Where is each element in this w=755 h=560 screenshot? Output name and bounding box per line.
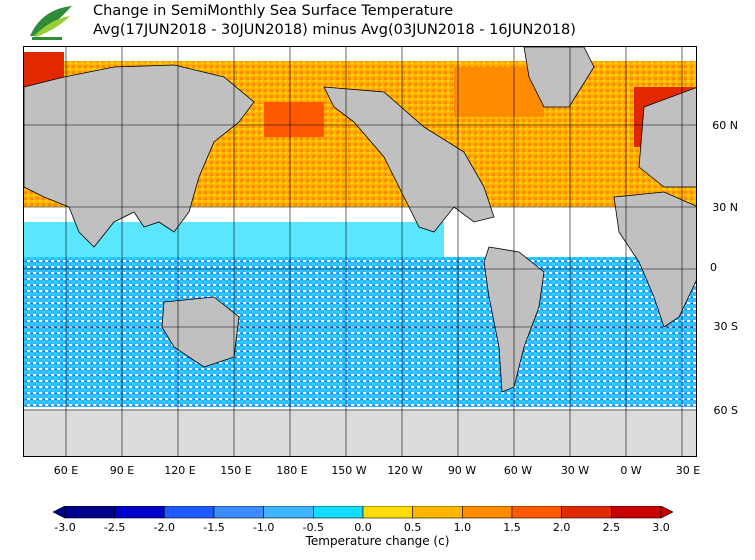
colorbar-cell xyxy=(164,506,215,519)
page-subtitle: Avg(17JUN2018 - 30JUN2018) minus Avg(03J… xyxy=(93,22,576,38)
lon-label-0w: 0 W xyxy=(620,464,642,477)
arctic-strip xyxy=(24,47,696,61)
land-africa xyxy=(613,191,696,328)
land-greenland xyxy=(523,47,595,108)
land-masses xyxy=(24,47,696,393)
colorbar-cell xyxy=(511,506,562,519)
colorbar-tick-label: 2.5 xyxy=(602,521,621,534)
lon-label-60w: 60 W xyxy=(503,464,533,477)
colorbar-cell xyxy=(114,506,165,519)
ocean-cool-band xyxy=(24,257,696,407)
colorbar-cell xyxy=(462,506,513,519)
lon-label-90e: 90 E xyxy=(109,464,135,477)
colorbar-tick-label: -3.0 xyxy=(54,521,76,534)
lat-label-eq: 0 xyxy=(710,261,717,274)
lon-label-150e: 150 E xyxy=(220,464,252,477)
colorbar-tick-label: 0.0 xyxy=(354,521,372,534)
lat-label-60s: 60 S xyxy=(713,404,738,417)
hot-spot-northpacific xyxy=(264,102,324,137)
lon-label-120e: 120 E xyxy=(164,464,196,477)
colorbar-tick-label: 0.5 xyxy=(403,521,422,534)
colorbar-tick-label: 1.5 xyxy=(503,521,521,534)
colorbar-arrow-low xyxy=(53,506,66,519)
colorbar-tick-label: 1.0 xyxy=(453,521,472,534)
colorbar-cell xyxy=(313,506,364,519)
colorbar-tick-label: -2.0 xyxy=(153,521,176,534)
colorbar-tick-label: 3.0 xyxy=(652,521,670,534)
lon-label-30w: 30 W xyxy=(560,464,590,477)
sst-map-canvas xyxy=(24,47,696,456)
lon-label-90w: 90 W xyxy=(447,464,477,477)
lat-label-30s: 30 S xyxy=(713,320,738,333)
land-asia xyxy=(24,64,255,248)
lat-label-30n: 30 N xyxy=(712,201,738,214)
colorbar-cell xyxy=(561,506,612,519)
map-grid xyxy=(24,47,696,456)
colorbar-tick-label: -2.5 xyxy=(103,521,126,534)
header: Change in SemiMonthly Sea Surface Temper… xyxy=(0,0,755,46)
lon-label-120w: 120 W xyxy=(387,464,423,477)
colorbar-tick-label: -0.5 xyxy=(302,521,325,534)
southern-ice xyxy=(24,409,696,456)
colorbar-cell xyxy=(64,506,115,519)
lon-label-30e: 30 E xyxy=(675,464,701,477)
temperature-colorbar xyxy=(53,506,673,519)
colorbar-tick-label: -1.5 xyxy=(203,521,225,534)
sst-map xyxy=(23,46,697,457)
colorbar-arrow-high xyxy=(660,506,673,519)
land-australia xyxy=(161,296,240,368)
colorbar-cell xyxy=(362,506,413,519)
colorbar-cell xyxy=(263,506,314,519)
lon-label-150w: 150 W xyxy=(331,464,367,477)
colorbar-cell xyxy=(213,506,264,519)
colorbar-cell xyxy=(611,506,662,519)
colorbar-title: Temperature change (c) xyxy=(305,534,450,548)
leaf-logo-icon xyxy=(30,6,72,40)
page-title: Change in SemiMonthly Sea Surface Temper… xyxy=(93,3,454,19)
colorbar-cell xyxy=(412,506,463,519)
lon-label-60e: 60 E xyxy=(53,464,79,477)
colorbar-tick-label: -1.0 xyxy=(252,521,275,534)
lon-label-180e: 180 E xyxy=(276,464,308,477)
colorbar-tick-label: 2.0 xyxy=(552,521,571,534)
lat-label-60n: 60 N xyxy=(712,119,738,132)
